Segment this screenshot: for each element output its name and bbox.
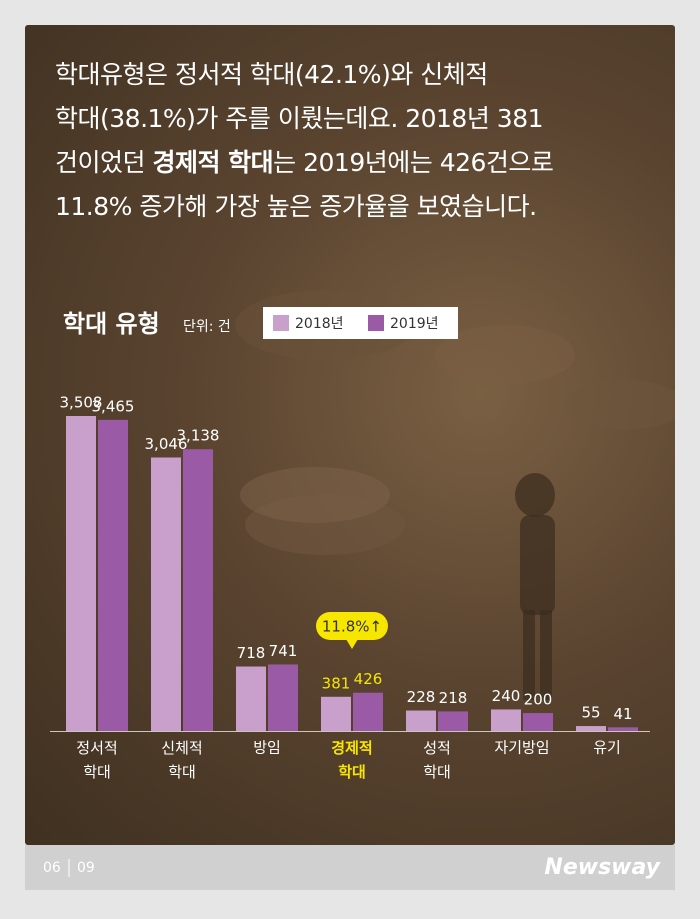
bar [66,416,96,731]
page-number: 06 [43,860,61,876]
legend-swatch [368,315,384,331]
card: 학대유형은 정서적 학대(42.1%)와 신체적 학대(38.1%)가 주를 이… [25,25,675,845]
legend [263,307,458,339]
text: 학대유형은 정서적 학대(42.1%)와 신체적 [55,60,488,89]
legend-label: 2019년 [390,316,439,332]
value-label: 718 [237,644,266,662]
value-label: 240 [492,687,521,705]
value-label: 41 [613,705,632,723]
bar [353,692,383,731]
x-tick-label: 정서적 학대 [76,739,117,781]
bar [523,713,553,731]
bar [321,696,351,731]
bar [236,666,266,731]
legend-label: 2018년 [295,316,344,332]
annotation-bubble [316,612,388,640]
value-label: 426 [354,670,383,688]
value-label: 3,508 [60,394,103,412]
unit: 단위: 건 [183,319,231,335]
x-tick-label: 방임 [253,739,281,757]
value-label: 55 [581,704,600,722]
x-tick-label: 유기 [593,739,621,757]
chart-title: 학대 유형 [63,310,160,338]
value-label: 381 [322,674,351,692]
page-total: 09 [77,860,95,876]
annotation: 11.8%↑ [322,618,382,636]
bar [183,449,213,731]
text: 학대(38.1%)가 주를 이뤘는데요. 2018년 381 [55,104,544,133]
bar [608,727,638,731]
bar [438,711,468,731]
value-label: 3,046 [145,435,188,453]
value-label: 228 [407,688,436,706]
intro: 학대유형은 정서적 학대(42.1%)와 신체적 학대(38.1%)가 주를 이… [55,53,554,229]
text: 11.8% 증가해 가장 높은 증가율을 보였습니다. [55,192,537,221]
footer-art: 06 09 Newsway [43,855,662,880]
bar [98,419,128,731]
bar [576,726,606,731]
value-label: 218 [439,689,468,707]
intro-line: 학대(38.1%)가 주를 이뤘는데요. 2018년 381 [55,97,553,141]
bar [268,664,298,731]
text: 건이었던 [55,148,153,177]
bar [491,709,521,731]
brand: Newsway [544,855,661,880]
intro-line: 11.8% 증가해 가장 높은 증가율을 보였습니다. [55,185,553,229]
text: 는 2019년에는 426건으로 [273,148,554,177]
intro-line: 학대유형은 정서적 학대(42.1%)와 신체적 [55,53,553,97]
intro-line: 건이었던 경제적 학대는 2019년에는 426건으로 [55,141,554,185]
legend-swatch [273,315,289,331]
emphasis: 경제적 학대 [152,148,274,177]
x-tick-label: 신체적 학대 [161,739,202,781]
footer: 06 09 Newsway [25,845,675,890]
bar [151,457,181,731]
annotation-pointer [346,639,358,649]
x-tick-label: 경제적 학대 [331,739,372,781]
x-tick-label: 자기방임 [494,739,549,757]
value-label: 3,138 [177,427,220,445]
value-label: 3,465 [92,397,135,415]
value-label: 741 [269,642,298,660]
bar [406,710,436,731]
x-tick-label: 성적 학대 [423,739,451,781]
value-label: 200 [524,691,553,709]
